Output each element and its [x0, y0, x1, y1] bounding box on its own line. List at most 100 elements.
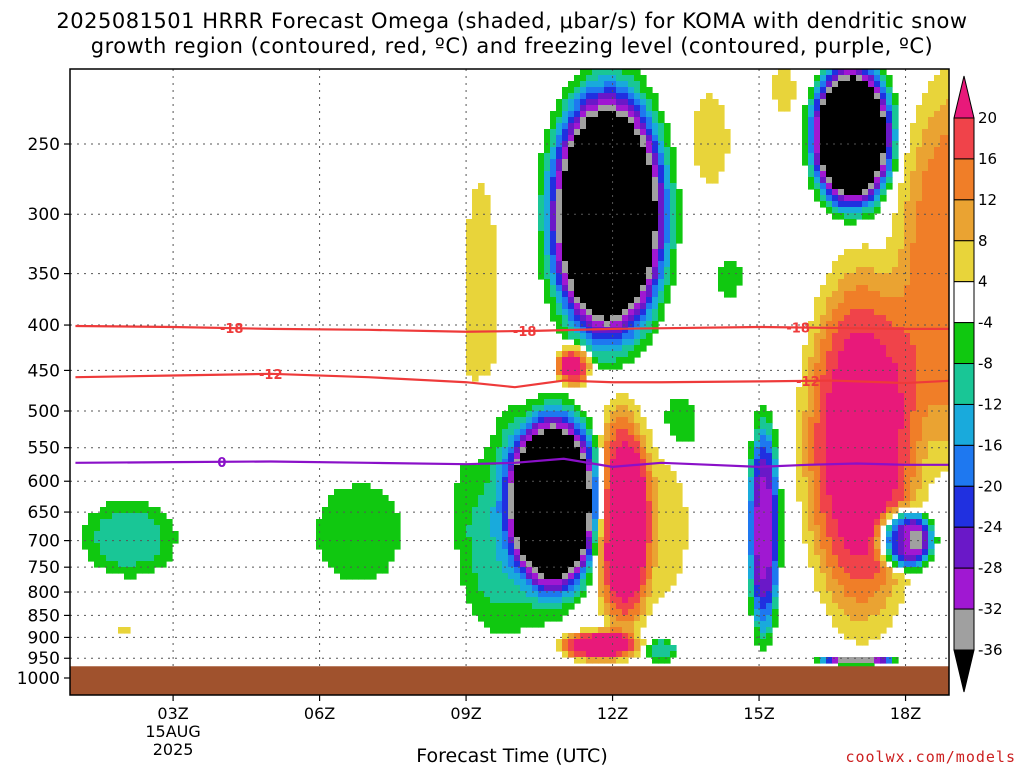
omega-cell — [628, 339, 635, 346]
omega-cell — [514, 453, 521, 460]
omega-cell — [562, 345, 569, 352]
omega-cell — [574, 333, 581, 340]
omega-cell — [892, 525, 899, 532]
omega-cell — [868, 87, 875, 184]
omega-cell — [826, 75, 833, 82]
omega-cell — [586, 69, 593, 76]
omega-cell — [556, 189, 563, 244]
omega-cell — [652, 309, 659, 322]
contour-label: -18 — [513, 325, 537, 340]
omega-cell — [556, 147, 563, 160]
omega-cell — [562, 261, 569, 274]
omega-cell — [622, 321, 629, 328]
omega-cell — [610, 411, 617, 424]
omega-cell — [580, 111, 587, 118]
omega-cell — [490, 537, 497, 604]
omega-cell — [658, 123, 665, 142]
omega-cell — [904, 525, 911, 556]
contour-label: -18 — [786, 321, 810, 336]
omega-cell — [592, 345, 599, 352]
omega-cell — [874, 591, 881, 616]
omega-cell — [640, 309, 647, 316]
omega-cell — [574, 573, 581, 580]
omega-cell — [526, 561, 533, 568]
omega-cell — [580, 459, 587, 550]
omega-cell — [568, 435, 575, 568]
omega-cell — [538, 609, 545, 628]
omega-cell — [826, 393, 833, 496]
omega-cell — [568, 81, 575, 94]
colorbar-tick-label: -28 — [978, 559, 1003, 577]
omega-cell — [562, 159, 569, 172]
omega-cell — [610, 111, 617, 316]
omega-cell — [538, 405, 545, 412]
omega-cell — [874, 87, 881, 94]
omega-cell — [628, 345, 635, 352]
omega-cell — [562, 435, 569, 574]
omega-cell — [586, 87, 593, 94]
omega-cell — [538, 417, 545, 424]
omega-cell — [628, 99, 635, 106]
omega-cell — [598, 75, 605, 88]
omega-cell — [892, 507, 899, 514]
omega-cell — [874, 339, 881, 520]
omega-cell — [838, 255, 845, 280]
omega-cell — [586, 99, 593, 106]
omega-cell — [904, 153, 911, 202]
omega-cell — [838, 567, 845, 586]
omega-cell — [568, 567, 575, 574]
omega-cell — [496, 417, 503, 448]
omega-cell — [616, 117, 623, 316]
omega-cell — [580, 561, 587, 568]
omega-cell — [862, 333, 869, 556]
omega-cell — [568, 375, 575, 382]
omega-cell — [838, 207, 845, 214]
omega-cell — [544, 417, 551, 424]
colorbar-swatch — [953, 117, 975, 160]
omega-cell — [592, 357, 599, 364]
omega-cell — [574, 567, 581, 574]
omega-cell — [622, 417, 629, 430]
omega-cell — [838, 75, 845, 82]
colorbar-swatch — [953, 322, 975, 365]
omega-cell — [874, 189, 881, 196]
omega-cell — [550, 111, 557, 130]
omega-cell — [520, 561, 527, 568]
omega-cell — [580, 309, 587, 316]
omega-cell — [580, 93, 587, 100]
omega-cell — [766, 441, 773, 454]
omega-cell — [586, 117, 593, 310]
omega-cell — [526, 399, 533, 412]
omega-cell — [934, 111, 941, 148]
omega-cell — [466, 537, 473, 604]
omega-cell — [586, 363, 593, 370]
omega-cell — [616, 87, 623, 94]
omega-cell — [508, 543, 515, 556]
omega-cell — [580, 129, 587, 304]
omega-cell — [928, 117, 935, 160]
omega-cell — [760, 597, 767, 610]
omega-cell — [670, 147, 677, 184]
omega-cell — [538, 579, 545, 586]
omega-cell — [562, 291, 569, 298]
omega-cell — [550, 429, 557, 580]
omega-cell — [874, 537, 881, 550]
omega-cell — [604, 105, 611, 112]
omega-cell — [616, 345, 623, 352]
omega-cell — [766, 603, 773, 616]
x-tick-sublabel: 2025 — [153, 740, 194, 759]
omega-cell — [634, 639, 641, 652]
omega-cell — [622, 393, 629, 406]
omega-cell — [670, 183, 677, 250]
omega-cell — [718, 105, 725, 172]
omega-cell — [634, 615, 641, 622]
omega-cell — [880, 249, 887, 274]
omega-cell — [496, 501, 503, 514]
omega-cell — [514, 465, 521, 538]
omega-cell — [604, 339, 611, 346]
omega-cell — [850, 213, 857, 220]
omega-cell — [574, 435, 581, 442]
omega-cell — [850, 621, 857, 640]
omega-cell — [628, 75, 635, 88]
omega-cell — [556, 417, 563, 424]
